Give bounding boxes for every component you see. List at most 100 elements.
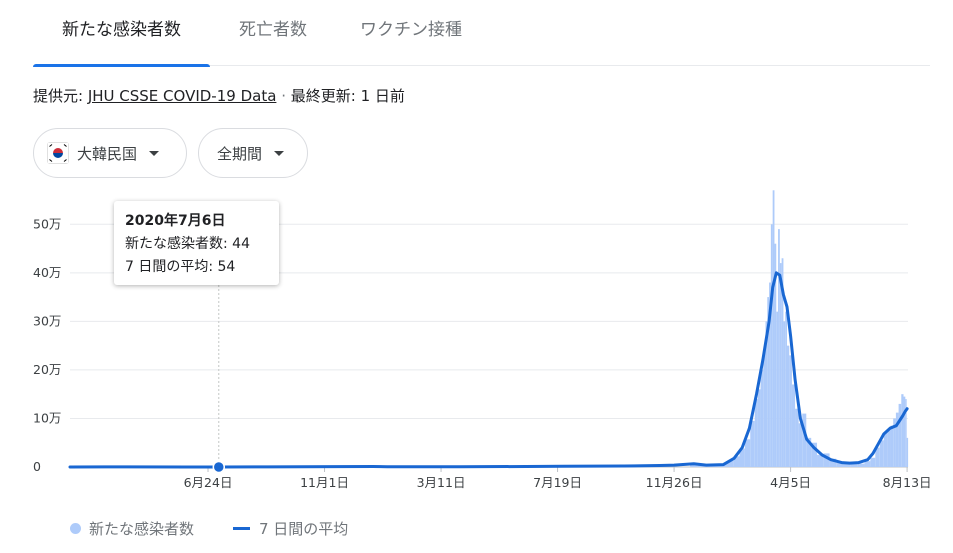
daily-cases-bar — [811, 442, 818, 467]
tab-deaths[interactable]: 死亡者数 — [233, 0, 313, 66]
daily-cases-bar — [905, 399, 907, 467]
legend-average-label: 7 日間の平均 — [259, 520, 349, 538]
daily-cases-bar — [901, 394, 904, 467]
daily-cases-bar — [760, 369, 764, 467]
daily-cases-bar — [883, 433, 888, 467]
daily-cases-bar — [895, 412, 899, 467]
daily-cases-bar — [757, 389, 761, 467]
x-tick-label: 6月24日 — [184, 475, 233, 490]
daily-cases-bar — [744, 439, 751, 467]
daily-cases-bar — [875, 447, 880, 467]
daily-cases-bar — [781, 258, 784, 467]
average-line-swatch-icon — [233, 527, 250, 530]
korea-flag-icon — [47, 142, 69, 164]
daily-cases-bar — [789, 355, 792, 467]
period-selector[interactable]: 全期間 — [198, 128, 308, 178]
source-prefix: 提供元: — [33, 87, 84, 105]
x-tick-label: 11月26日 — [646, 475, 703, 490]
daily-cases-bar — [772, 190, 775, 468]
y-tick-label: 20万 — [33, 362, 61, 377]
source-link[interactable]: JHU CSSE COVID-19 Data — [87, 87, 277, 105]
daily-cases-bar — [887, 430, 891, 467]
daily-cases-bar — [783, 321, 786, 467]
daily-cases-bar — [857, 463, 865, 467]
average-line — [68, 271, 909, 469]
daily-cases-swatch-icon — [70, 523, 81, 534]
tab-deaths-label: 死亡者数 — [239, 20, 307, 40]
y-tick-label: 50万 — [33, 216, 61, 231]
daily-cases-bar — [850, 463, 858, 467]
tab-new-cases-label: 新たな感染者数 — [62, 20, 181, 40]
daily-cases-bar — [733, 456, 740, 467]
x-tick-label: 3月11日 — [417, 475, 466, 490]
x-tick-label: 11月1日 — [300, 475, 349, 490]
daily-cases-bar — [802, 413, 807, 467]
daily-cases-bar — [890, 425, 894, 467]
hover-marker — [212, 285, 226, 474]
daily-cases-bar — [798, 423, 803, 467]
active-tab-indicator — [33, 64, 210, 67]
chevron-down-icon — [149, 150, 160, 156]
tooltip-average: 7 日間の平均: 54 — [125, 259, 236, 275]
y-tick-label: 0 — [33, 459, 41, 474]
daily-cases-bar — [864, 461, 871, 467]
source-separator: · — [281, 87, 286, 105]
hover-point — [212, 460, 226, 474]
cases-chart[interactable]: 0 10万 20万 30万 40万 50万 6月24日 11月1日 3月11日 7月19日 11月… — [0, 190, 953, 500]
daily-cases-bar — [787, 345, 790, 467]
daily-cases-bar — [765, 321, 768, 467]
tab-new-cases[interactable]: 新たな感染者数 — [33, 0, 210, 67]
daily-cases-bar — [750, 420, 755, 467]
last-updated: 最終更新: 1 日前 — [290, 87, 405, 105]
tooltip-new-cases: 新たな感染者数: 44 — [125, 236, 250, 252]
tab-vaccinations-label: ワクチン接種 — [360, 20, 462, 40]
period-selector-label: 全期間 — [217, 144, 263, 163]
daily-cases-bar — [776, 311, 779, 467]
daily-cases-bar — [870, 457, 876, 467]
daily-cases-bar — [893, 418, 896, 467]
daily-cases-bar — [903, 396, 906, 467]
data-source: 提供元: JHU CSSE COVID-19 Data · 最終更新: 1 日前 — [33, 85, 405, 106]
daily-cases-bar — [806, 437, 812, 467]
daily-cases-bar — [836, 461, 844, 467]
daily-cases-bar — [795, 408, 799, 467]
daily-cases-bar — [879, 440, 884, 467]
daily-cases-bar — [769, 282, 771, 467]
daily-cases-bar — [770, 224, 773, 467]
daily-cases-bar — [726, 460, 734, 467]
daily-cases-bar — [906, 437, 909, 467]
daily-cases-bar — [774, 243, 777, 467]
legend-daily[interactable]: 新たな感染者数 — [70, 518, 194, 539]
daily-cases-bar — [823, 453, 830, 467]
daily-cases-bar — [754, 399, 758, 467]
chart-tooltip: 2020年7月6日 新たな感染者数: 44 7 日間の平均: 54 — [114, 201, 279, 285]
x-tick-label: 4月5日 — [770, 475, 811, 490]
daily-cases-bar — [829, 458, 837, 467]
x-tick-label: 8月13日 — [883, 475, 932, 490]
tooltip-date: 2020年7月6日 — [125, 213, 226, 229]
x-tick-label: 7月19日 — [533, 475, 582, 490]
daily-cases-bar — [763, 350, 766, 467]
average-line-path — [68, 271, 909, 469]
y-axis-ticks: 0 10万 20万 30万 40万 50万 — [33, 216, 61, 474]
daily-cases-bar — [739, 448, 745, 467]
y-tick-label: 30万 — [33, 313, 61, 328]
country-selector[interactable]: 大韓民国 — [33, 128, 187, 178]
tab-bar: 新たな感染者数 死亡者数 ワクチン接種 — [33, 0, 930, 67]
daily-cases-bar — [778, 229, 780, 467]
x-axis-ticks: 6月24日 11月1日 3月11日 7月19日 11月26日 4月5日 8月13日 — [184, 467, 932, 490]
legend-average[interactable]: 7 日間の平均 — [233, 518, 348, 539]
legend-daily-label: 新たな感染者数 — [89, 520, 195, 538]
daily-cases-bar — [898, 403, 902, 467]
chevron-down-icon — [274, 150, 285, 156]
daily-cases-bar — [843, 463, 851, 467]
country-selector-label: 大韓民国 — [77, 144, 138, 163]
tab-vaccinations[interactable]: ワクチン接種 — [351, 0, 471, 66]
daily-cases-bar — [817, 454, 824, 467]
y-tick-label: 10万 — [33, 410, 61, 425]
y-tick-label: 40万 — [33, 265, 61, 280]
daily-cases-bar — [779, 263, 782, 467]
daily-cases-bars — [690, 190, 909, 468]
daily-cases-bar — [785, 311, 788, 467]
daily-cases-bar — [791, 384, 796, 467]
